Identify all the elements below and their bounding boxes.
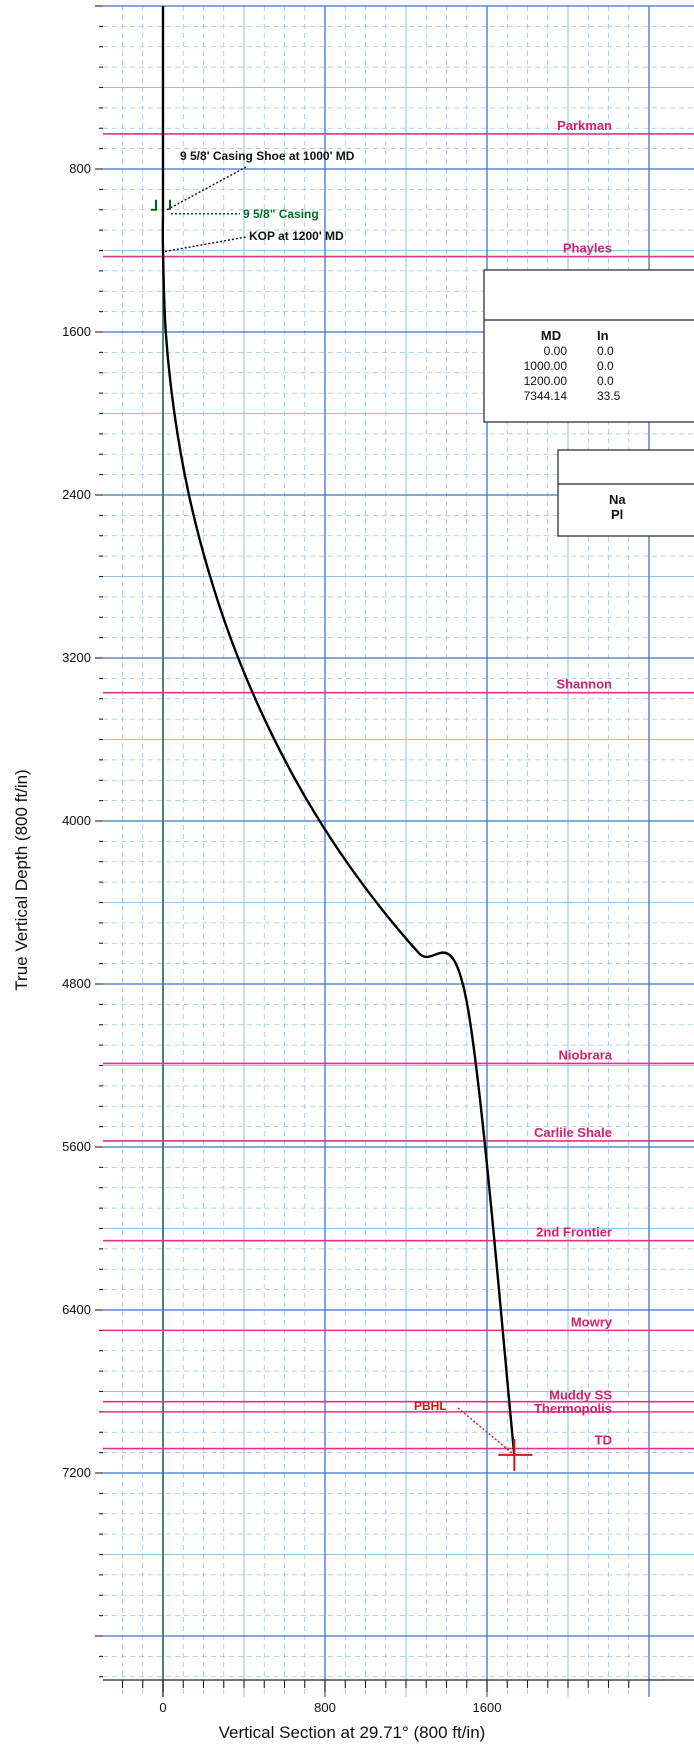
formation-label: Carlile Shale [534,1125,612,1140]
formation-label: Muddy SS [549,1388,612,1403]
pbhl-leader [457,1407,515,1456]
target-table-box [557,449,694,537]
y-tick-label: 3200 [62,650,91,665]
section-table-cell: 0.00 [544,344,568,358]
section-table-header-inc: In [597,328,609,343]
target-table-header: Na [609,492,626,507]
x-axis-title: Vertical Section at 29.71° (800 ft/in) [219,1723,486,1742]
kop-label: KOP at 1200' MD [249,229,344,243]
x-tick-label: 1600 [473,1700,502,1715]
formation-label: Shannon [556,677,612,692]
formation-label: 2nd Frontier [536,1225,612,1240]
y-tick-label: 5600 [62,1139,91,1154]
leader-line [164,236,247,253]
y-tick-label: 7200 [62,1465,91,1480]
section-table-cell: 33.5 [597,389,621,403]
y-tick-label: 800 [69,161,91,176]
formation-label: Parkman [557,118,612,133]
formation-label: Niobrara [559,1047,613,1062]
annotations: 9 5/8' Casing Shoe at 1000' MD 9 5/8" Cas… [151,149,533,1471]
y-axis-title: True Vertical Depth (800 ft/in) [12,769,31,990]
section-table-cell: 7344.14 [524,389,568,403]
section-table-cell: 0.0 [597,374,614,388]
section-table-cell: 0.0 [597,344,614,358]
formation-label: Mowry [571,1314,613,1329]
section-table-cell: 1000.00 [524,359,568,373]
tables: MD In 0.00 0.0 1000.00 0.0 1200.00 0.0 7344.14 33… [483,269,694,537]
y-tick-label: 4800 [62,976,91,991]
x-tick-label: 800 [314,1700,336,1715]
casing-label: 9 5/8" Casing [243,207,319,221]
section-table-cell: 1200.00 [524,374,568,388]
y-tick-label: 6400 [62,1302,91,1317]
target-table-name: Pl [611,507,623,522]
y-tick-label: 1600 [62,324,91,339]
x-tick-label: 0 [159,1700,166,1715]
well-path-layer [161,5,516,1455]
formation-label: TD [595,1433,612,1448]
y-tick-label: 2400 [62,487,91,502]
casing-shoe-left [151,199,157,211]
y-tick-label: 4000 [62,813,91,828]
formation-label: Phayles [563,241,612,256]
section-table-cell: 0.0 [597,359,614,373]
section-table-box [483,269,694,423]
section-table-header-md: MD [541,328,561,343]
formation-label: Thermopolis [534,1401,612,1416]
leader-line [166,166,247,211]
formation-tops: Parkman Phayles Shannon Niobrara Carlile Sha… [103,118,694,1450]
casing-shoe-label: 9 5/8' Casing Shoe at 1000' MD [180,149,355,163]
axes: 0 800 1600 800 1600 2400 3200 4000 4800 5600 6400 7… [62,5,694,1715]
pbhl-label: PBHL [414,1399,447,1413]
